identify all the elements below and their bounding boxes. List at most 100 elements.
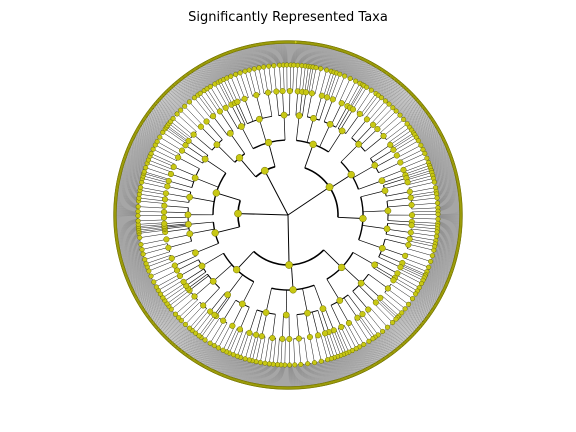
branch-line [418,288,439,301]
branch-line [376,335,391,355]
branch-line [378,77,393,96]
branch-line [134,135,155,146]
branch-line [157,100,176,117]
branch-line [236,358,244,381]
branch-line [115,227,139,230]
clade-node [186,230,194,238]
branch-line [282,314,284,339]
clade-node [397,264,404,271]
branch-line [135,286,157,298]
branch-line [387,220,412,223]
branch-line [188,221,214,225]
branch-line [179,79,195,99]
branch-line [377,75,392,95]
branch-line [253,45,259,68]
clade-node [253,331,260,338]
branch-line [116,188,140,193]
branch-line [410,115,430,130]
branch-line [164,199,189,203]
branch-line [201,344,214,365]
branch-line [132,279,153,291]
branch-line [426,147,448,158]
branch-line [115,199,139,203]
branch-line [323,333,332,359]
branch-line [353,59,364,81]
branch-line [116,231,139,235]
branch-line [115,202,139,205]
branch-line [139,125,160,138]
clade-node [325,183,334,191]
branch-line [434,245,458,251]
branch-line [430,260,453,268]
branch-line [414,122,435,135]
clade-node [279,88,286,95]
branch-line [140,293,161,306]
branch-line [426,271,449,281]
branch-line [374,337,388,357]
branch-line [168,89,185,107]
clade-node [405,241,412,248]
branch-line [166,91,183,109]
clade-node [354,314,361,321]
branch-line [139,292,160,305]
branch-line [282,91,284,116]
branch-line [401,265,426,277]
branch-line [164,225,189,230]
branch-line [178,331,194,350]
branch-line [254,362,260,385]
branch-line [437,203,461,205]
branch-line [174,255,197,266]
branch-line [141,295,162,308]
branch-line [219,55,230,78]
branch-line [436,235,460,240]
branch-line [398,98,417,115]
branch-line [160,280,183,295]
clade-node [241,95,248,102]
clade-node [382,98,389,104]
branch-line [171,87,188,105]
branch-line [171,325,187,343]
branch-line [330,305,342,328]
branch-line [430,162,453,170]
branch-line [162,318,180,335]
branch-line [133,136,155,148]
branch-line [337,356,346,379]
branch-line [410,114,430,129]
branch-line [405,253,431,262]
branch-line [182,333,197,353]
clade-node [415,138,421,144]
clade-node [185,137,192,144]
branch-line [176,113,197,132]
branch-line [231,51,240,74]
branch-line [392,322,409,340]
branch-line [216,192,241,201]
branch-line [333,50,341,73]
branch-line [159,98,178,115]
branch-line [361,345,374,366]
branch-line [124,158,147,167]
branch-line [412,298,432,313]
clade-node [310,114,317,122]
clade-node [135,208,141,214]
branch-line [159,315,178,332]
clade-node [203,118,210,125]
branch-line [345,353,355,375]
clade-node [384,285,391,292]
branch-line [306,43,310,67]
clade-node [435,211,441,217]
branch-line [151,108,170,123]
branch-line [145,116,165,130]
branch-line [329,359,336,382]
clade-node [302,89,309,96]
branch-line [328,48,336,71]
branch-line [437,207,461,209]
branch-line [149,111,168,126]
branch-line [405,167,431,177]
branch-line [343,54,353,76]
branch-line [119,174,143,180]
branch-line [121,256,144,264]
clade-node [338,100,345,107]
branch-line [349,351,360,373]
branch-line [392,322,410,339]
branch-line [216,57,227,79]
